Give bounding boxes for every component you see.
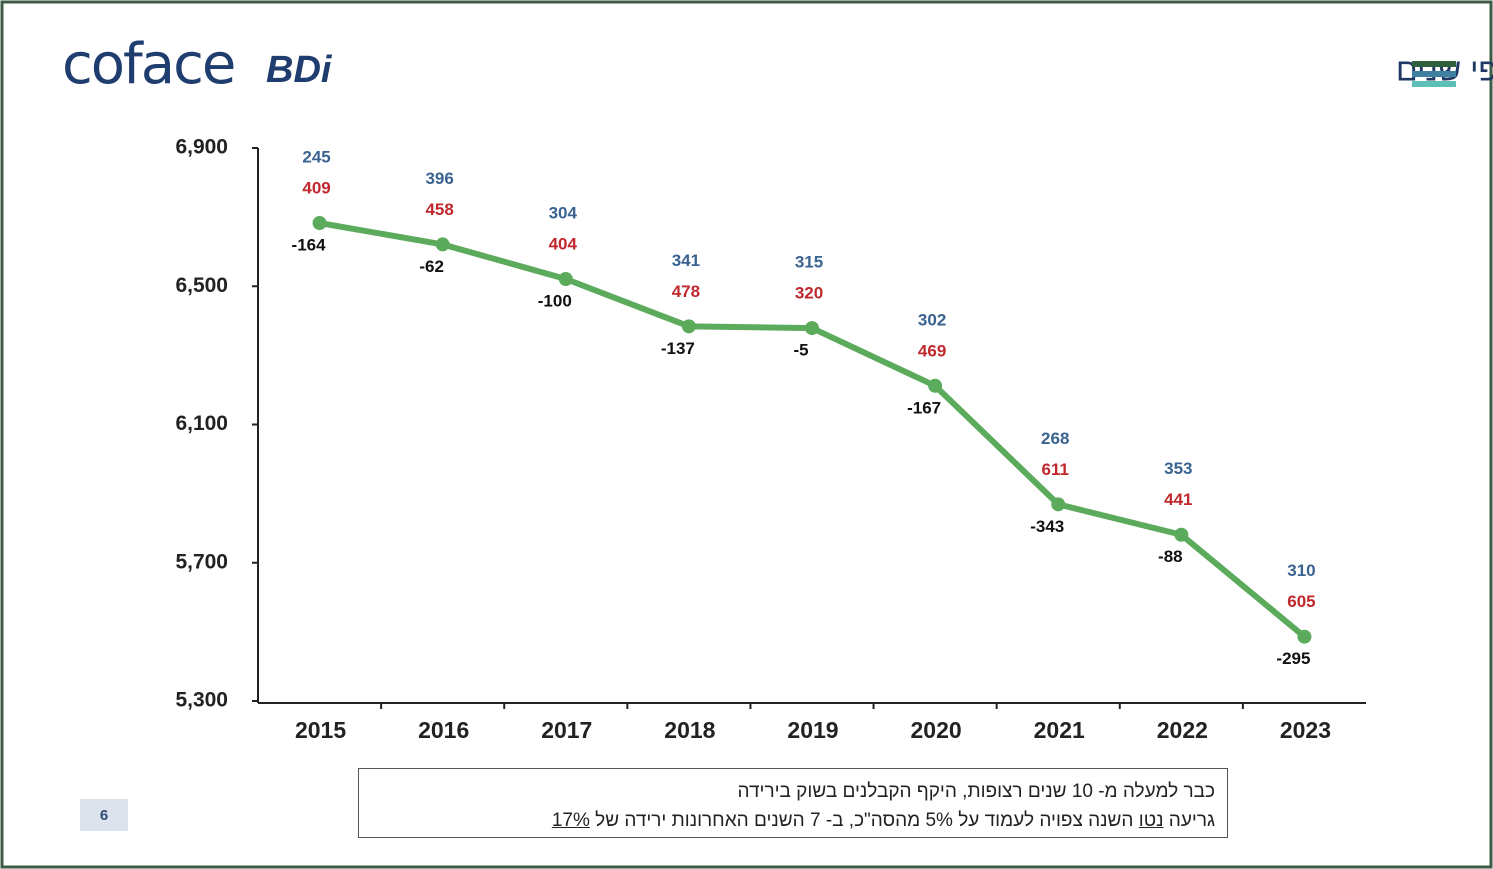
note-emphasis: נטו bbox=[1138, 810, 1164, 831]
net-label: -137 bbox=[661, 339, 695, 358]
point bbox=[1297, 629, 1312, 644]
opened-label: 310 bbox=[1287, 561, 1315, 580]
point bbox=[928, 378, 943, 393]
point bbox=[1051, 497, 1066, 512]
net-label: -295 bbox=[1276, 649, 1310, 668]
closed-label: 320 bbox=[795, 284, 823, 303]
closed-label: 458 bbox=[425, 200, 453, 219]
opened-label: 315 bbox=[795, 253, 823, 272]
closed-label: 469 bbox=[918, 341, 946, 360]
note-line: גריעה נטו השנה צפויה לעמוד על 5% מהסה"כ,… bbox=[359, 806, 1215, 835]
note-line: כבר למעלה מ- 10 שנים רצופות, היקף הקבלני… bbox=[737, 781, 1215, 802]
net-label: -5 bbox=[793, 341, 808, 360]
note: כבר למעלה מ- 10 שנים רצופות, היקף הקבלני… bbox=[358, 768, 1228, 838]
point bbox=[681, 319, 696, 334]
x-tick-label: 2020 bbox=[911, 717, 962, 743]
closed-label: 611 bbox=[1042, 460, 1069, 479]
x-tick-label: 2016 bbox=[418, 717, 469, 743]
x-tick-label: 2022 bbox=[1157, 717, 1208, 743]
x-tick-label: 2015 bbox=[295, 717, 346, 743]
page-number: 6 bbox=[80, 799, 128, 831]
closed-label: 478 bbox=[672, 282, 700, 301]
closed-label: 605 bbox=[1287, 592, 1315, 611]
x-tick-label: 2023 bbox=[1280, 717, 1331, 743]
net-label: -164 bbox=[292, 235, 327, 254]
closed-label: 441 bbox=[1164, 490, 1192, 509]
x-tick-label: 2019 bbox=[787, 717, 838, 743]
point bbox=[558, 271, 573, 286]
opened-label: 396 bbox=[425, 169, 453, 188]
opened-label: 268 bbox=[1041, 429, 1069, 448]
y-tick-label: 6,500 bbox=[175, 274, 228, 297]
point bbox=[312, 216, 327, 231]
x-tick-label: 2018 bbox=[664, 717, 715, 743]
net-label: -62 bbox=[419, 257, 444, 276]
title-icon bbox=[1412, 81, 1456, 87]
x-tick-label: 2021 bbox=[1034, 717, 1085, 743]
closed-label: 409 bbox=[302, 178, 330, 197]
title-icon bbox=[1412, 71, 1456, 77]
y-tick-label: 6,100 bbox=[175, 412, 228, 435]
opened-label: 304 bbox=[549, 203, 578, 222]
point bbox=[805, 321, 819, 336]
opened-label: 353 bbox=[1164, 459, 1192, 478]
y-tick-label: 5,300 bbox=[175, 689, 228, 712]
y-tick-label: 6,900 bbox=[175, 136, 228, 159]
x-tick-label: 2017 bbox=[541, 717, 592, 743]
opened-label: 302 bbox=[918, 310, 946, 329]
title-icon bbox=[1412, 61, 1456, 67]
y-tick-label: 5,700 bbox=[175, 550, 228, 573]
closed-label: 404 bbox=[549, 234, 578, 253]
note-text: השנה צפויה לעמוד על 5% מהסה"כ, ב- 7 השני… bbox=[589, 810, 1139, 831]
net-label: -167 bbox=[907, 398, 941, 417]
logo-main: coface bbox=[62, 32, 234, 97]
point bbox=[1174, 527, 1189, 542]
net-label: -343 bbox=[1030, 517, 1064, 536]
note-emphasis: 17% bbox=[551, 810, 590, 831]
opened-label: 245 bbox=[302, 147, 330, 166]
net-label: -100 bbox=[538, 291, 572, 310]
net-label: -88 bbox=[1158, 547, 1183, 566]
point bbox=[435, 237, 450, 252]
note-text: גריעה bbox=[1163, 810, 1215, 831]
logo-sub: BDi bbox=[266, 49, 333, 91]
opened-label: 341 bbox=[672, 251, 700, 270]
